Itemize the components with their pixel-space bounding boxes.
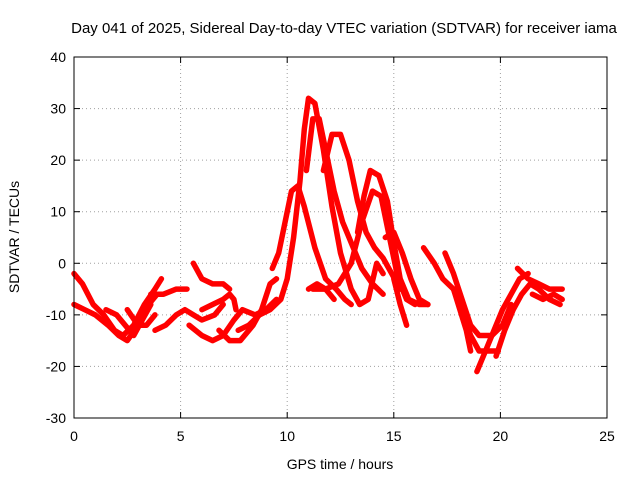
series-line-track-07 <box>190 260 233 292</box>
series-line-track-09 <box>199 291 239 313</box>
plot-frame <box>73 56 608 419</box>
x-tick-label: 20 <box>493 428 509 444</box>
series-line-track-04 <box>124 306 158 328</box>
x-tick-label: 15 <box>386 428 402 444</box>
series-line-track-26 <box>529 291 565 303</box>
series-line-track-25 <box>514 265 565 292</box>
y-tick-label: -30 <box>46 410 66 426</box>
x-tick-label: 25 <box>599 428 615 444</box>
axis-ticks: 0 5 10 15 20 25 -30 -20 -10 0 10 20 30 40 <box>46 49 615 444</box>
series-line-track-18 <box>382 229 431 308</box>
series-line-track-03 <box>103 301 154 339</box>
series-line-track-10 <box>216 276 280 344</box>
y-axis-label: SDTVAR / TECUs <box>6 181 22 293</box>
y-tick-label: 0 <box>58 255 66 271</box>
y-tick-label: -10 <box>46 307 66 323</box>
x-tick-label: 5 <box>177 428 185 444</box>
series-line-track-06 <box>148 286 190 297</box>
y-tick-label: 10 <box>50 204 66 220</box>
chart-title: Day 041 of 2025, Sidereal Day-to-day VTE… <box>71 20 617 37</box>
x-tick-label: 10 <box>279 428 295 444</box>
x-axis-label: GPS time / hours <box>287 456 394 472</box>
y-tick-label: 20 <box>50 152 66 168</box>
series-line-track-17 <box>354 167 431 308</box>
series-line-track-21 <box>442 250 514 339</box>
y-tick-label: -20 <box>46 358 66 374</box>
y-tick-label: 30 <box>50 101 66 117</box>
series-line-track-19 <box>391 276 410 328</box>
series-group <box>71 95 565 375</box>
grid-lines <box>74 57 607 418</box>
y-tick-label: 40 <box>50 49 66 65</box>
series-line-track-23 <box>474 270 531 375</box>
series-line-track-12 <box>269 183 354 308</box>
series-line-track-05 <box>152 301 226 334</box>
series-line-track-14 <box>303 116 386 297</box>
series-line-track-22 <box>450 286 502 354</box>
series-line-track-11 <box>235 95 386 334</box>
x-tick-label: 0 <box>70 428 78 444</box>
